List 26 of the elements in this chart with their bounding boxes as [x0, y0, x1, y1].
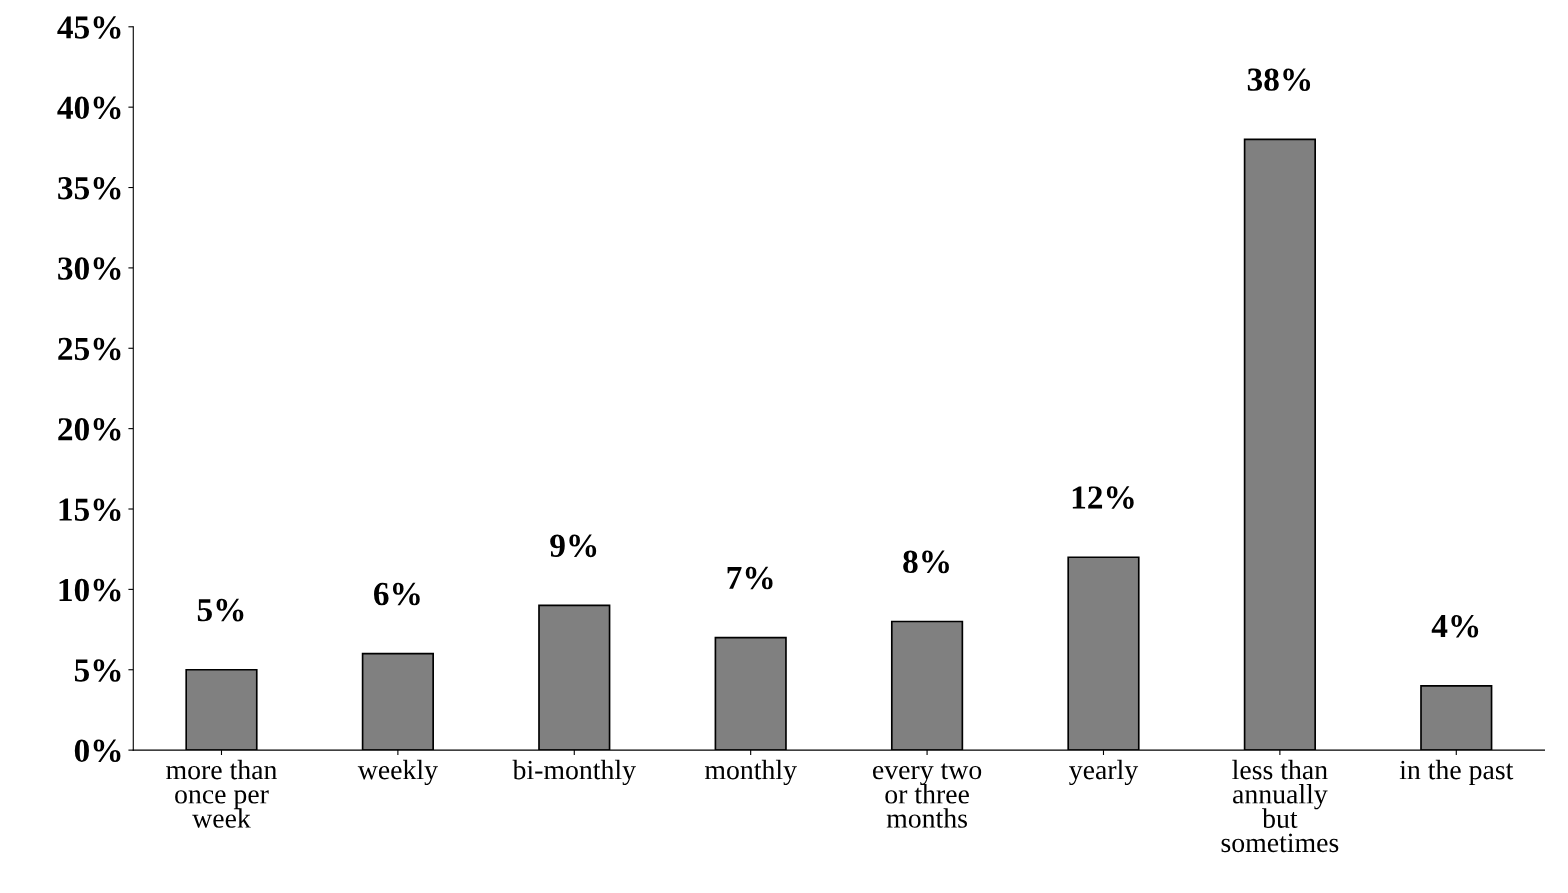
x-tick-label: weekly — [357, 759, 438, 786]
data-label: 12% — [1072, 486, 1134, 509]
data-label: 4% — [1431, 614, 1479, 638]
y-tick-label: 15% — [59, 498, 121, 522]
data-label: 38% — [1247, 68, 1311, 91]
y-tick-label: 40% — [57, 96, 121, 120]
x-tick-label: in the past — [1399, 759, 1514, 786]
data-label: 7% — [727, 566, 773, 590]
y-tick-label: 20% — [58, 418, 121, 441]
y-tick-label: 0% — [74, 739, 121, 763]
y-tick-label: 5% — [74, 659, 121, 682]
y-tick-label: 25% — [58, 337, 121, 361]
x-tick-label: bi-monthly — [512, 759, 636, 786]
x-tick-label: yearly — [1069, 759, 1139, 786]
data-label: 8% — [903, 550, 949, 574]
data-label: 5% — [197, 598, 244, 622]
x-tick-label: every two or three months — [873, 763, 982, 828]
data-label: 6% — [374, 582, 420, 606]
y-tick-label: 35% — [58, 176, 121, 200]
data-label: 9% — [550, 534, 597, 558]
x-tick-label: less than annually but sometimes — [1221, 759, 1339, 853]
y-tick-label: 30% — [58, 257, 121, 280]
x-tick-label: monthly — [704, 759, 797, 786]
x-tick-label: more than once per week — [166, 759, 277, 828]
y-tick-label: 10% — [59, 578, 121, 602]
y-tick-label: 45% — [57, 16, 121, 39]
